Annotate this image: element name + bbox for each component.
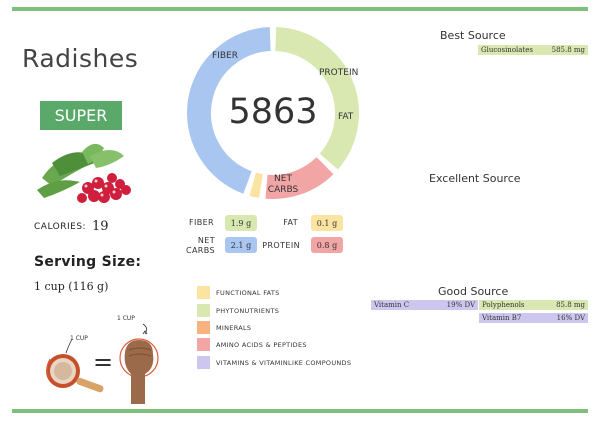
fist-icon (119, 323, 159, 404)
segment-label-fat: FAT (338, 112, 354, 122)
macro-pill-protein: 0.8 g (311, 237, 343, 253)
cup-label-left: 1 CUP (70, 335, 88, 342)
donut-segment-fiber (274, 27, 359, 170)
nutrient-value: 85.8 mg (556, 301, 585, 309)
nutrient-name: Glucosinolates (481, 46, 533, 54)
good-source-row: Polyphenols 85.8 mg (479, 300, 588, 310)
macro-pill-net-carbs: 2.1 g (225, 237, 257, 253)
legend-swatch-minerals (197, 321, 210, 334)
legend-swatch-functional-fats (197, 286, 210, 299)
measuring-cup-icon (46, 338, 104, 393)
macro-pill-fat: 0.1 g (311, 215, 343, 231)
nutrient-name: Vitamin B7 (482, 314, 522, 322)
excellent-source-heading: Excellent Source (429, 172, 521, 185)
food-title: Radishes (22, 44, 139, 73)
legend-label-phytonutrients: PHYTONUTRIENTS (216, 307, 280, 315)
score-donut (187, 27, 359, 199)
legend-swatch-phytonutrients (197, 304, 210, 317)
cup-label-right: 1 CUP (117, 315, 135, 322)
donut-segment-protein (265, 156, 334, 199)
legend-label-vitamins: VITAMINS & VITAMINLIKE COMPOUNDS (216, 359, 352, 367)
nutrient-value: 585.8 mg (551, 46, 585, 54)
serving-size-value: 1 cup (116 g) (34, 280, 109, 293)
best-source-heading: Best Source (440, 29, 506, 42)
calories-value: 19 (92, 219, 109, 234)
serving-size-label: Serving Size: (34, 254, 142, 270)
good-source-row: Vitamin B7 16% DV (479, 313, 588, 323)
legend-label-functional-fats: FUNCTIONAL FATS (216, 289, 280, 297)
segment-label-fiber: FIBER (212, 51, 238, 61)
donut-segment-net-carbs (187, 27, 272, 194)
macro-label-fiber: FIBER (188, 218, 214, 227)
good-source-heading: Good Source (438, 285, 509, 298)
nutrient-value: 19% DV (446, 301, 475, 309)
score-value: 5863 (228, 92, 318, 132)
bottom-border (12, 409, 588, 413)
good-source-row: Vitamin C 19% DV (371, 300, 478, 310)
legend-swatch-vitamins (197, 356, 210, 369)
nutrient-name: Vitamin C (374, 301, 410, 309)
macro-label-fat: FAT (283, 218, 298, 227)
nutrient-name: Polyphenols (482, 301, 525, 309)
legend-label-minerals: MINERALS (216, 324, 252, 332)
equals-sign: = (93, 348, 114, 376)
rating-badge: SUPER (40, 101, 122, 130)
best-source-row: Glucosinolates 585.8 mg (478, 45, 588, 55)
segment-label-protein: PROTEIN (319, 68, 359, 78)
macro-label-net-carbs: NET CARBS (185, 236, 215, 255)
nutrient-value: 16% DV (556, 314, 585, 322)
legend-label-amino-acids: AMINO ACIDS & PEPTIDES (216, 341, 307, 349)
top-border (12, 7, 588, 11)
radish-image (37, 143, 131, 203)
calories-label: CALORIES: (34, 222, 87, 232)
macro-label-protein: PROTEIN (262, 241, 300, 250)
segment-label-net-carbs: NET CARBS (267, 174, 299, 195)
donut-segment-fat (249, 172, 264, 198)
legend-swatch-amino-acids (197, 338, 210, 351)
macro-pill-fiber: 1.9 g (225, 215, 257, 231)
